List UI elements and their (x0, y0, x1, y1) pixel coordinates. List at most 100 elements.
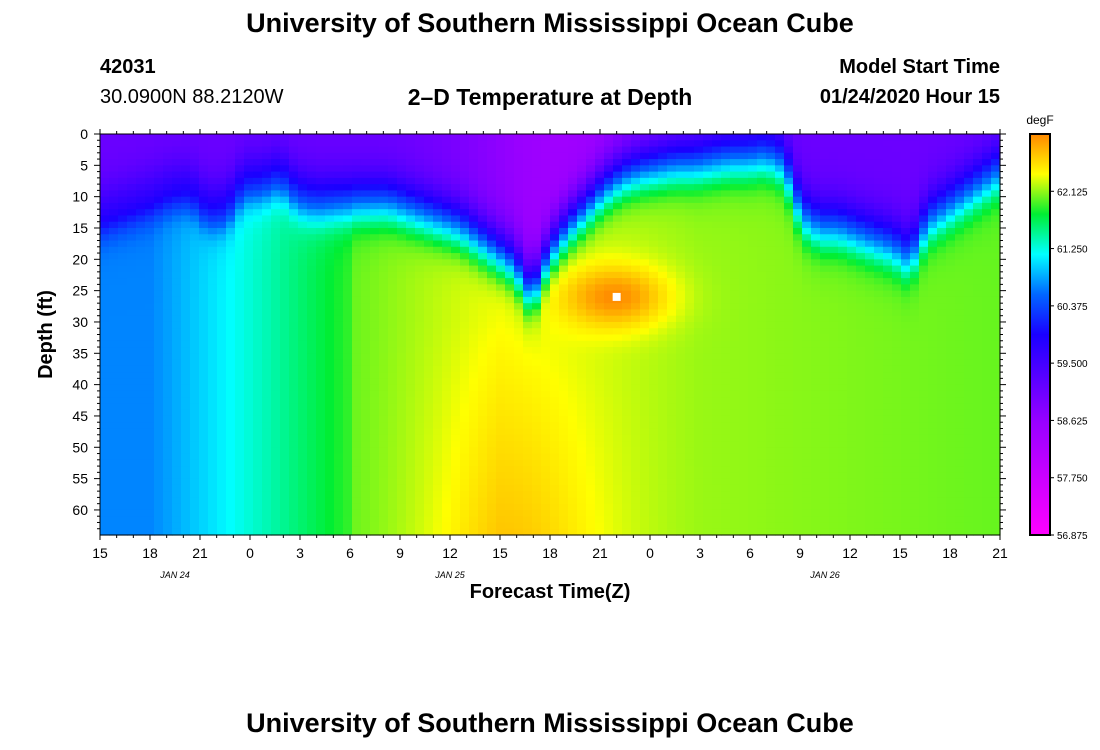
heatmap-cell (604, 472, 614, 480)
heatmap-cell (604, 528, 614, 536)
heatmap-cell (226, 409, 236, 417)
heatmap-cell (487, 284, 497, 292)
heatmap-cell (226, 234, 236, 242)
heatmap-cell (730, 459, 740, 467)
heatmap-cell (163, 152, 173, 160)
heatmap-cell (577, 303, 587, 311)
heatmap-cell (667, 528, 677, 536)
heatmap-cell (496, 259, 506, 267)
heatmap-cell (451, 372, 461, 379)
heatmap-cell (694, 340, 704, 348)
heatmap-cell (460, 372, 470, 379)
heatmap-cell (451, 177, 461, 185)
heatmap-cell (262, 334, 272, 342)
heatmap-cell (505, 152, 515, 160)
heatmap-cell (154, 522, 164, 530)
heatmap-cell (379, 296, 389, 304)
heatmap-cell (253, 315, 263, 323)
heatmap-cell (550, 403, 560, 411)
heatmap-cell (703, 484, 713, 492)
heatmap-cell (667, 334, 677, 342)
heatmap-cell (145, 365, 155, 373)
heatmap-cell (208, 422, 218, 430)
heatmap-cell (253, 378, 263, 386)
heatmap-cell (775, 265, 785, 273)
heatmap-cell (289, 434, 299, 442)
heatmap-cell (127, 497, 137, 505)
heatmap-cell (721, 390, 731, 398)
heatmap-cell (424, 159, 434, 166)
heatmap-cell (694, 271, 704, 279)
heatmap-cell (766, 253, 776, 260)
heatmap-cell (757, 528, 767, 536)
heatmap-cell (496, 503, 506, 511)
heatmap-cell (406, 253, 416, 260)
heatmap-cell (667, 221, 677, 229)
heatmap-cell (523, 528, 533, 536)
heatmap-cell (172, 278, 182, 285)
heatmap-cell (703, 522, 713, 530)
heatmap-cell (523, 372, 533, 379)
heatmap-cell (424, 453, 434, 461)
heatmap-cell (127, 134, 137, 141)
heatmap-cell (244, 246, 254, 254)
heatmap-cell (226, 140, 236, 148)
heatmap-cell (757, 303, 767, 311)
heatmap-cell (280, 209, 290, 217)
heatmap-cell (487, 152, 497, 160)
heatmap-cell (460, 271, 470, 279)
heatmap-cell (514, 328, 524, 336)
heatmap-cell (334, 516, 344, 524)
heatmap-cell (307, 321, 317, 329)
heatmap-cell (586, 321, 596, 329)
heatmap-cell (163, 347, 173, 354)
heatmap-cell (163, 403, 173, 411)
heatmap-cell (289, 422, 299, 430)
heatmap-cell (397, 459, 407, 467)
heatmap-cell (640, 171, 650, 179)
heatmap-cell (703, 215, 713, 223)
heatmap-cell (586, 497, 596, 505)
heatmap-cell (442, 466, 452, 473)
heatmap-cell (577, 171, 587, 179)
heatmap-cell (469, 309, 479, 317)
heatmap-cell (487, 466, 497, 473)
heatmap-cell (649, 340, 659, 348)
heatmap-cell (622, 340, 632, 348)
heatmap-cell (730, 491, 740, 499)
heatmap-cell (424, 484, 434, 492)
heatmap-cell (793, 422, 803, 430)
heatmap-cell (631, 290, 641, 298)
heatmap-cell (325, 315, 335, 323)
heatmap-cell (397, 509, 407, 517)
heatmap-cell (298, 390, 308, 398)
heatmap-cell (370, 334, 380, 342)
heatmap-cell (577, 159, 587, 166)
heatmap-cell (271, 184, 281, 191)
heatmap-cell (289, 365, 299, 373)
heatmap-cell (397, 209, 407, 217)
heatmap-cell (766, 509, 776, 517)
heatmap-cell (721, 328, 731, 336)
heatmap-cell (505, 453, 515, 461)
heatmap-cell (415, 365, 425, 373)
heatmap-cell (640, 134, 650, 141)
heatmap-cell (433, 365, 443, 373)
heatmap-cell (127, 491, 137, 499)
heatmap-cell (505, 372, 515, 379)
heatmap-cell (487, 340, 497, 348)
heatmap-cell (154, 171, 164, 179)
heatmap-cell (703, 284, 713, 292)
heatmap-cell (676, 472, 686, 480)
heatmap-cell (118, 303, 128, 311)
heatmap-cell (640, 397, 650, 405)
heatmap-cell (523, 253, 533, 260)
heatmap-cell (307, 384, 317, 392)
heatmap-cell (793, 209, 803, 217)
heatmap-cell (496, 478, 506, 486)
heatmap-cell (442, 403, 452, 411)
heatmap-cell (163, 372, 173, 379)
heatmap-cell (568, 516, 578, 524)
heatmap-cell (235, 516, 245, 524)
heatmap-cell (118, 209, 128, 217)
